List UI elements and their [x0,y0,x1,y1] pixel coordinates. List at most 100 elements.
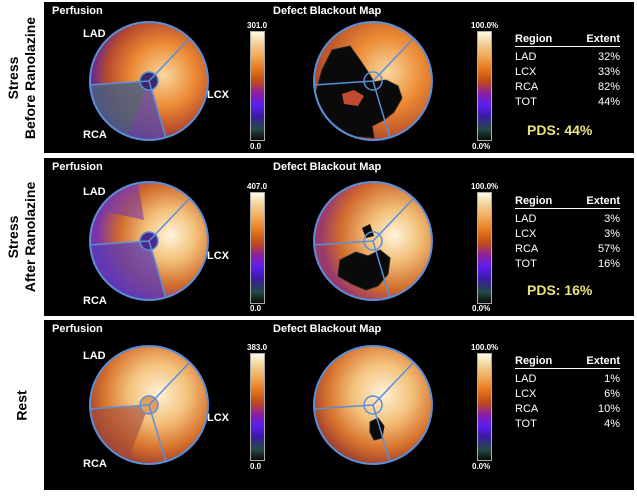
region-cell: LCX [515,228,537,240]
map-title: Defect Blackout Map [273,5,382,17]
extent-column-header: Extent [586,195,620,207]
row-label-line: Stress [5,215,21,259]
row-label-line: After Ranolazine [22,181,38,293]
defect-blackout-map [313,345,433,465]
table-row: TOT 44% [515,95,620,110]
extent-cell: 3% [604,213,620,225]
perfusion-scale-max: 407.0 [247,182,268,191]
region-label-rca: RCA [83,295,107,307]
region-cell: RCA [515,81,539,93]
table-row: LAD 32% [515,50,620,65]
extent-cell: 44% [597,96,620,108]
territory-boundaries [313,197,415,299]
region-label-lad: LAD [83,350,106,362]
region-cell: LAD [515,51,537,63]
bullseye-outline [313,21,433,141]
table-row: LCX 33% [515,65,620,80]
perfusion-scale-max: 301.0 [247,21,268,30]
perfusion-polar-map [89,181,209,301]
region-cell: LCX [515,388,537,400]
table-row: RCA 82% [515,80,620,95]
residual-uptake-island [342,90,364,106]
extent-table: Region Extent LAD 3% LCX 3% RCA 57% TOT 16% [515,195,620,272]
territory-boundaries [89,197,191,299]
perfusion-scale-min: 0.0 [250,304,262,313]
panel-rest: Perfusion Defect Blackout Map LAD RCA LC… [44,320,634,490]
region-cell: TOT [515,418,537,430]
extent-table-header: Region Extent [515,195,620,209]
bullseye-outline [313,345,433,465]
row-label-stress-after: Stress After Ranolazine [0,158,44,316]
table-row: LCX 6% [515,387,620,402]
extent-cell: 3% [604,228,620,240]
panel-stress-before: Perfusion Defect Blackout Map LAD RCA LC… [44,2,634,153]
perfusion-title: Perfusion [52,5,103,17]
table-row: RCA 57% [515,242,620,257]
perfusion-scale-min: 0.0 [250,142,262,151]
rca-defect-region [128,81,166,141]
extent-cell: 6% [604,388,620,400]
map-colorbar [477,31,492,141]
rca-low-uptake-region [90,405,149,460]
defect-blackout-region [369,417,385,441]
map-scale-max: 100.0% [471,182,499,191]
row-label-line: Stress [5,56,22,99]
perfusion-polar-map [89,345,209,465]
lad-low-uptake-region [98,183,144,220]
region-label-rca: RCA [83,129,107,141]
extent-cell: 32% [597,51,620,63]
perfusion-colorbar [250,353,265,461]
row-label-line: Before Ranolazine [22,16,39,139]
map-scale-max: 100.0% [471,343,499,352]
extent-table: Region Extent LAD 1% LCX 6% RCA 10% TOT 4% [515,355,620,432]
territory-boundaries [89,361,191,463]
region-label-rca: RCA [83,458,107,470]
pds-value: PDS: 16% [527,282,593,298]
territory-boundaries [313,37,415,139]
rca-defect-region [90,81,149,136]
extent-table-header: Region Extent [515,33,620,47]
extent-cell: 4% [604,418,620,430]
perfusion-colorbar [250,31,265,141]
region-label-lad: LAD [83,186,106,198]
perfusion-polar-map [89,21,209,141]
extent-column-header: Extent [586,33,620,45]
defect-blackout-region [337,249,391,291]
bullseye-outline [313,181,433,301]
row-label-line: Rest [13,389,30,421]
map-scale-max: 100.0% [471,21,499,30]
extent-cell: 16% [597,258,620,270]
region-label-lcx: LCX [207,89,229,101]
region-cell: LAD [515,213,537,225]
region-label-lcx: LCX [207,250,229,262]
region-column-header: Region [515,195,553,207]
region-cell: LAD [515,373,537,385]
defect-blackout-map [313,181,433,301]
extent-cell: 57% [597,243,620,255]
bullseye-outline [89,21,209,141]
perfusion-title: Perfusion [52,161,103,173]
table-row: LAD 3% [515,212,620,227]
perfusion-scale-min: 0.0 [250,462,262,471]
region-cell: LCX [515,66,537,78]
table-row: TOT 4% [515,417,620,432]
row-label-rest: Rest [0,320,44,490]
map-scale-min: 0.0% [472,304,491,313]
rca-defect-region [90,241,166,301]
map-title: Defect Blackout Map [273,323,382,335]
map-scale-min: 0.0% [472,462,491,471]
region-label-lad: LAD [83,28,106,40]
bullseye-outline [89,345,209,465]
extent-cell: 1% [604,373,620,385]
extent-table: Region Extent LAD 32% LCX 33% RCA 82% TOT 44… [515,33,620,110]
region-cell: RCA [515,243,539,255]
map-colorbar [477,353,492,461]
defect-blackout-region [362,224,374,238]
table-row: LAD 1% [515,372,620,387]
region-cell: TOT [515,258,537,270]
map-title: Defect Blackout Map [273,161,382,173]
pds-value: PDS: 44% [527,122,593,138]
perfusion-title: Perfusion [52,323,103,335]
bullseye-outline [89,181,209,301]
territory-boundaries [313,361,415,463]
